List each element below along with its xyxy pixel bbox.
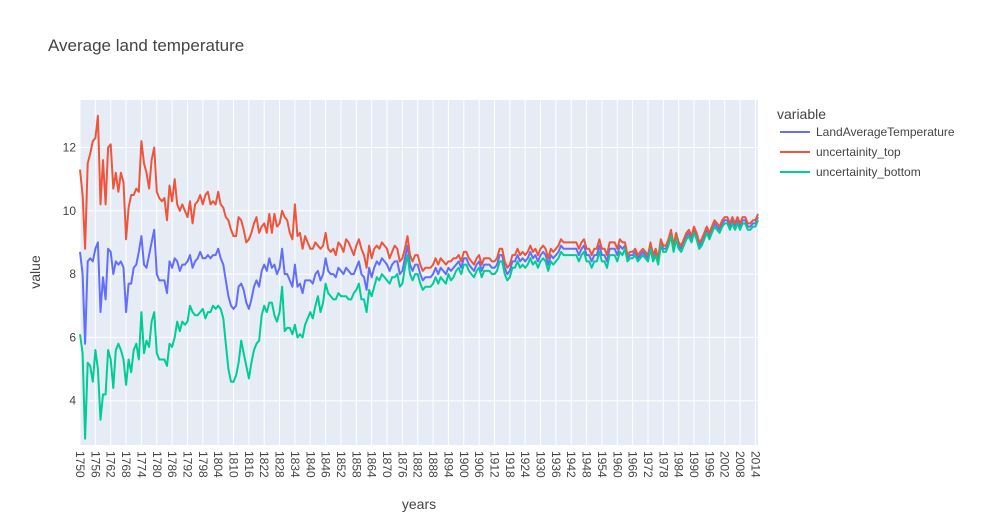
x-tick-label: 1816 bbox=[242, 451, 256, 478]
x-axis-label: years bbox=[402, 496, 436, 512]
x-tick-label: 1840 bbox=[303, 451, 317, 478]
x-tick-label: 1852 bbox=[334, 451, 348, 478]
y-tick-label: 8 bbox=[69, 267, 76, 281]
series-line-2 bbox=[79, 219, 759, 440]
x-tick-label: 1888 bbox=[426, 451, 440, 478]
x-tick-label: 1834 bbox=[288, 451, 302, 478]
x-tick-label: 1996 bbox=[702, 451, 716, 478]
y-grid bbox=[80, 146, 758, 402]
x-tick-label: 1990 bbox=[687, 451, 701, 478]
x-tick-label: 2008 bbox=[733, 451, 747, 478]
x-tick-label: 1930 bbox=[534, 451, 548, 478]
x-tick-label: 2014 bbox=[748, 451, 762, 478]
y-tick-label: 10 bbox=[63, 204, 77, 218]
x-tick-label: 1780 bbox=[150, 451, 164, 478]
x-tick-labels: 1750 1756 1762 1768 1774 1780 1786 1792 1798 1804… bbox=[73, 451, 762, 478]
x-tick-label: 1828 bbox=[273, 451, 287, 478]
x-tick-label: 1894 bbox=[441, 451, 455, 478]
x-grid bbox=[79, 100, 756, 445]
x-tick-label: 1774 bbox=[134, 451, 148, 478]
y-axis-label: value bbox=[27, 255, 43, 289]
y-tick-labels: 4 6 8 10 12 bbox=[63, 140, 77, 407]
x-tick-label: 1810 bbox=[227, 451, 241, 478]
series-line-0 bbox=[79, 216, 759, 345]
x-tick-label: 1792 bbox=[180, 451, 194, 478]
x-tick-label: 1918 bbox=[503, 451, 517, 478]
x-tick-label: 1822 bbox=[257, 451, 271, 478]
x-tick-label: 1978 bbox=[656, 451, 670, 478]
x-tick-label: 1858 bbox=[349, 451, 363, 478]
chart-title: Average land temperature bbox=[48, 36, 244, 55]
x-tick-label: 2002 bbox=[718, 451, 732, 478]
x-tick-label: 1924 bbox=[518, 451, 532, 478]
x-tick-label: 1900 bbox=[457, 451, 471, 478]
x-tick-label: 1882 bbox=[411, 451, 425, 478]
x-tick-label: 1960 bbox=[610, 451, 624, 478]
y-tick-label: 12 bbox=[63, 140, 77, 154]
x-tick-label: 1936 bbox=[549, 451, 563, 478]
legend-title: variable bbox=[777, 106, 826, 122]
x-tick-label: 1870 bbox=[380, 451, 394, 478]
x-tick-label: 1906 bbox=[472, 451, 486, 478]
x-tick-label: 1942 bbox=[564, 451, 578, 478]
x-tick-label: 1864 bbox=[365, 451, 379, 478]
y-tick-label: 4 bbox=[69, 394, 76, 408]
y-tick-label: 6 bbox=[69, 330, 76, 344]
x-tick-label: 1984 bbox=[672, 451, 686, 478]
x-tick-label: 1750 bbox=[73, 451, 87, 478]
series-line-1 bbox=[79, 114, 759, 272]
x-tick-label: 1804 bbox=[211, 451, 225, 478]
x-tick-label: 1786 bbox=[165, 451, 179, 478]
legend-entry[interactable]: LandAverageTemperature bbox=[816, 125, 955, 139]
x-tick-label: 1876 bbox=[395, 451, 409, 478]
x-tick-label: 1762 bbox=[104, 451, 118, 478]
x-tick-label: 1846 bbox=[319, 451, 333, 478]
x-tick-label: 1768 bbox=[119, 451, 133, 478]
series-layer bbox=[79, 114, 759, 440]
x-tick-label: 1756 bbox=[88, 451, 102, 478]
x-tick-label: 1954 bbox=[595, 451, 609, 478]
x-tick-label: 1948 bbox=[580, 451, 594, 478]
legend-entry[interactable]: uncertainity_top bbox=[816, 145, 901, 159]
legend-entry[interactable]: uncertainity_bottom bbox=[816, 165, 921, 179]
x-tick-label: 1972 bbox=[641, 451, 655, 478]
x-tick-label: 1912 bbox=[487, 451, 501, 478]
x-tick-label: 1798 bbox=[196, 451, 210, 478]
legend: variable LandAverageTemperature uncertain… bbox=[777, 106, 955, 179]
x-tick-label: 1966 bbox=[626, 451, 640, 478]
